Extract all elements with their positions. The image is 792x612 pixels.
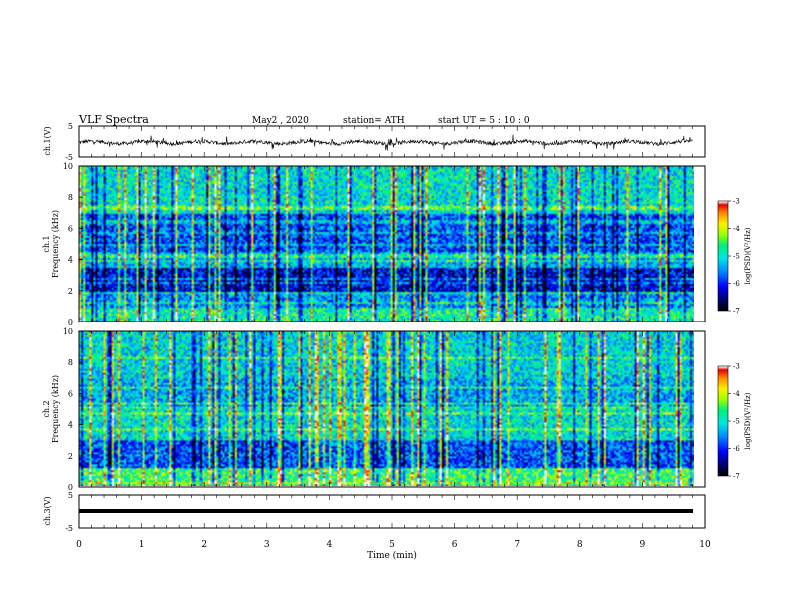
colorbar-tick-label: -6	[733, 445, 740, 453]
ch1-waveform-panel: 5 -5 ch.1(V)	[43, 122, 706, 162]
frequency-tick-label: 6	[68, 224, 73, 233]
ch3-ytick-top: 5	[68, 491, 73, 500]
x-tick-label: 7	[514, 540, 520, 550]
colorbar-tick-label: -7	[733, 308, 740, 316]
ch1-spectrogram-image	[79, 166, 694, 322]
frequency-tick-label: 2	[68, 287, 73, 296]
ch2-colorbar: -3 -4 -5 -6 -7 log(PSD)(V²/Hz)	[717, 363, 752, 481]
ch1-spectrogram-channel-label: ch.1	[42, 235, 51, 252]
start-time-label: start UT = 5 : 10 : 0	[438, 116, 530, 126]
colorbar-tick-label: -6	[733, 280, 740, 288]
ch2-spectrogram-image	[79, 331, 694, 486]
x-tick-label: 10	[699, 540, 711, 550]
ch1-colorbar: -3 -4 -5 -6 -7 log(PSD)(V²/Hz)	[717, 198, 752, 316]
frequency-tick-label: 6	[68, 389, 73, 398]
figure-title: VLF Spectra	[78, 113, 149, 126]
x-tick-label: 5	[389, 540, 395, 550]
ch2-spectrogram-panel: 0 2 4 6 8 10 ch.2 Frequency (kHz)	[42, 327, 706, 492]
x-axis-tick-labels: 0 1 2 3 4 5 6 7 8 9 10	[76, 540, 711, 550]
ch1-ytick-top: 5	[68, 122, 73, 131]
x-axis-label: Time (min)	[367, 550, 417, 561]
x-tick-label: 4	[327, 540, 333, 550]
frequency-tick-label: 10	[63, 162, 73, 171]
frequency-tick-label: 0	[68, 483, 73, 492]
ch3-waveform-line	[79, 509, 693, 513]
colorbar-tick-label: -7	[733, 473, 740, 481]
ch2-spectrogram-ylabel: Frequency (kHz)	[51, 375, 60, 443]
ch1-spectrogram-panel: 0 2 4 6 8 10 ch.1 Frequency (kHz)	[42, 162, 706, 327]
ch1-colorbar-gradient	[718, 201, 728, 311]
colorbar-tick-label: -4	[733, 390, 740, 398]
frequency-tick-label: 10	[63, 327, 73, 336]
frequency-tick-label: 2	[68, 452, 73, 461]
x-tick-label: 9	[640, 540, 646, 550]
x-tick-label: 2	[201, 540, 207, 550]
panel-separator	[79, 322, 705, 332]
x-tick-label: 0	[76, 540, 82, 550]
time-ticks	[78, 126, 706, 528]
colorbar-tick-label: -5	[733, 253, 740, 261]
x-tick-label: 3	[264, 540, 270, 550]
ch1-spectrogram-ylabel: Frequency (kHz)	[51, 210, 60, 278]
ch3-waveform-panel: 5 -5 ch.3(V)	[43, 491, 706, 533]
ch3-ytick-bottom: -5	[65, 524, 73, 533]
x-tick-label: 6	[452, 540, 458, 550]
colorbar-tick-label: -5	[733, 418, 740, 426]
colorbar-tick-label: -4	[733, 225, 740, 233]
ch3-waveform-ylabel: ch.3(V)	[43, 496, 52, 525]
ch1-waveform-ylabel: ch.1(V)	[43, 126, 52, 155]
date-label: May2 , 2020	[252, 116, 309, 126]
frequency-tick-label: 4	[68, 421, 73, 430]
frequency-tick-label: 8	[68, 193, 73, 202]
colorbar-tick-label: -3	[733, 363, 740, 371]
ch1-colorbar-label: log(PSD)(V²/Hz)	[744, 227, 752, 284]
ch2-colorbar-label: log(PSD)(V²/Hz)	[744, 392, 752, 449]
frequency-tick-label: 0	[68, 318, 73, 327]
station-label: station= ATH	[343, 116, 405, 126]
ch1-ytick-bottom: -5	[65, 153, 73, 162]
frequency-tick-label: 4	[68, 256, 73, 265]
colorbar-tick-label: -3	[733, 198, 740, 206]
ch2-spectrogram-channel-label: ch.2	[42, 400, 51, 417]
x-tick-label: 8	[577, 540, 583, 550]
ch2-colorbar-gradient	[718, 366, 728, 476]
frequency-tick-label: 8	[68, 358, 73, 367]
x-tick-label: 1	[139, 540, 145, 550]
ch1-waveform-line	[79, 134, 693, 151]
